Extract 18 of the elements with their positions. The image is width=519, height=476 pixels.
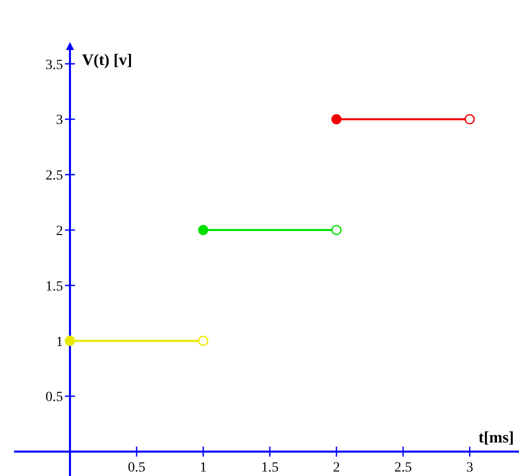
y-tick-label: 0.5 bbox=[45, 390, 63, 406]
y-tick-label: 1.5 bbox=[45, 279, 63, 294]
y-tick-label: 1 bbox=[56, 334, 63, 350]
y-tick-label: 3.5 bbox=[45, 58, 63, 73]
x-tick-label: 1.5 bbox=[261, 460, 279, 476]
y-axis-title: V(t) [v] bbox=[82, 52, 132, 69]
x-tick-label: 2.5 bbox=[394, 460, 412, 476]
point bbox=[198, 224, 208, 236]
x-tick-label: 1 bbox=[200, 460, 207, 476]
y-tick-label: 2.5 bbox=[45, 168, 63, 184]
point bbox=[331, 114, 342, 124]
x-tick-label: 3 bbox=[466, 460, 474, 476]
x-tick-label: 2 bbox=[332, 460, 340, 476]
y-tick-label: 3 bbox=[56, 113, 63, 128]
point bbox=[64, 336, 76, 346]
y-tick-label: 2 bbox=[56, 224, 63, 240]
x-tick-label: 0.5 bbox=[128, 460, 146, 476]
x-axis-title: t[ms] bbox=[478, 430, 514, 447]
